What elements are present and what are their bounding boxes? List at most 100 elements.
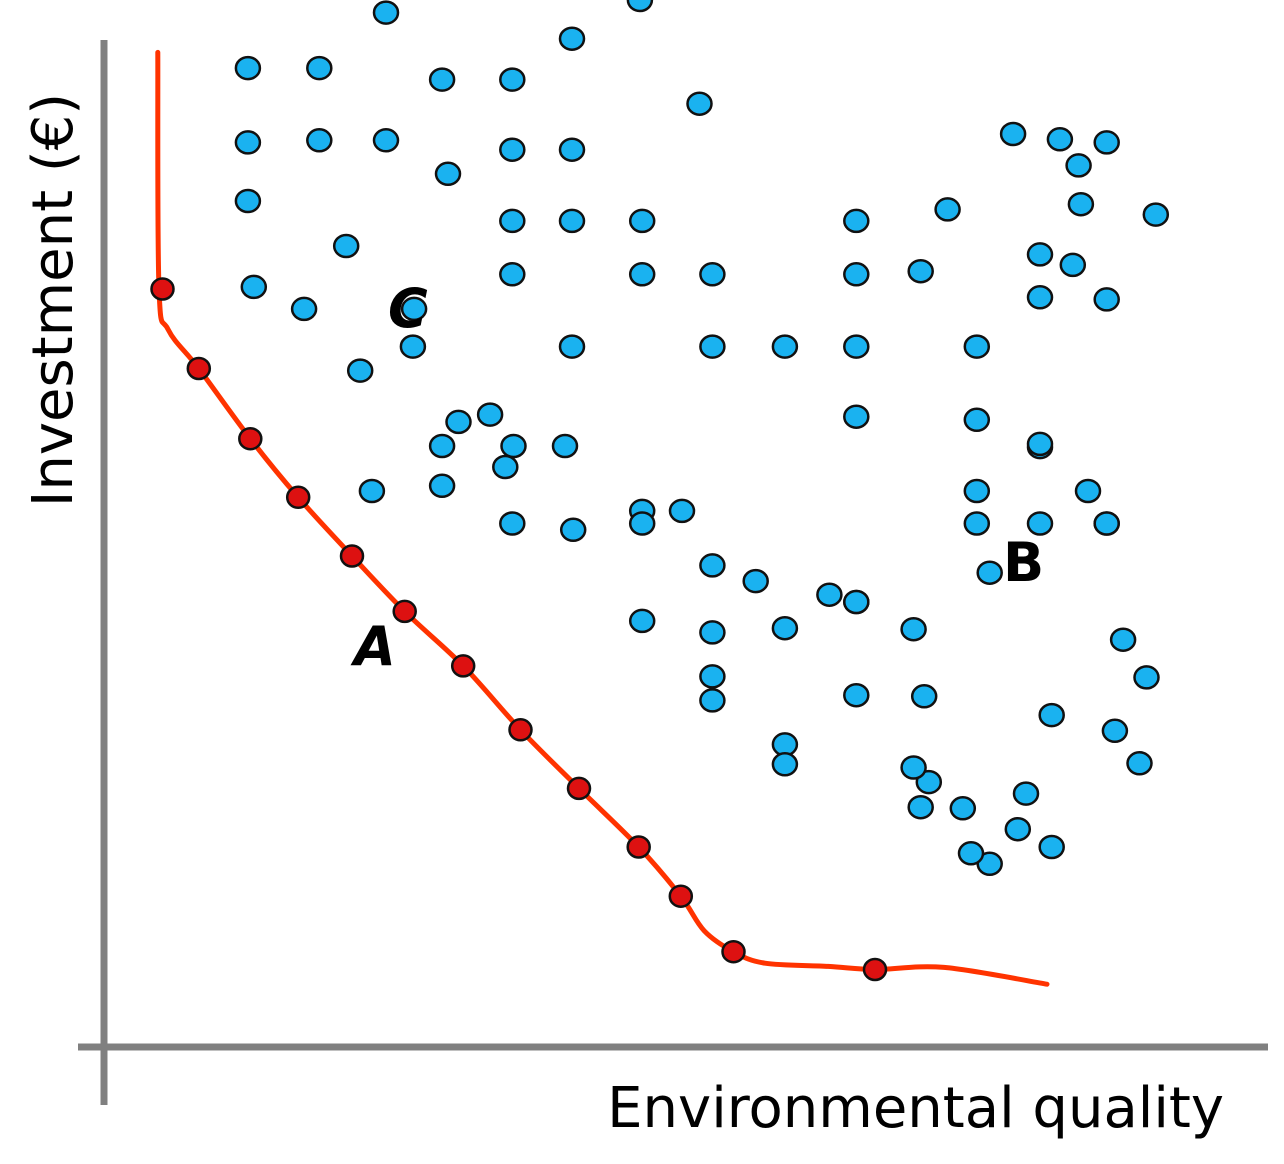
pareto-point [721, 939, 746, 964]
pareto-point [862, 957, 888, 982]
pareto-front-layer [155, 49, 1050, 987]
pareto-point [392, 599, 417, 624]
dominated-point [699, 334, 726, 359]
pareto-point [285, 485, 311, 510]
y-axis-title: Investment (€) [21, 93, 86, 507]
dominated-point [686, 91, 713, 116]
dominated-point [963, 511, 991, 536]
dominated-point [963, 334, 991, 359]
dominated-point [434, 161, 462, 187]
dominated-point [771, 615, 799, 641]
dominated-point [1126, 751, 1153, 776]
dominated-point [559, 517, 587, 543]
dominated-point [1038, 834, 1065, 860]
dominated-point [492, 454, 519, 480]
dominated-point [1142, 202, 1170, 227]
dominated-point [1046, 127, 1074, 152]
dominated-point [626, 0, 654, 13]
dominated-point [999, 121, 1027, 147]
dominated-point [816, 582, 843, 607]
dominated-point [843, 262, 870, 287]
pareto-point [339, 544, 365, 568]
dominated-point [976, 560, 1003, 585]
pareto-point [238, 426, 263, 451]
dominated-point [558, 208, 586, 234]
dominated-point [399, 334, 427, 359]
dominated-point [915, 769, 943, 795]
dominated-point [910, 684, 938, 709]
dominated-point [963, 478, 991, 504]
dominated-point [372, 128, 400, 153]
pareto-point [566, 776, 592, 801]
dominated-point [628, 608, 656, 634]
dominated-point [499, 67, 526, 92]
dominated-point [628, 262, 656, 287]
dominated-point [1004, 816, 1032, 842]
dominated-point [500, 433, 527, 459]
region-label-c: C [388, 277, 428, 340]
dominated-point [900, 755, 927, 780]
dominated-point [234, 55, 262, 81]
dominated-point [843, 682, 870, 708]
dominated-point [290, 296, 318, 322]
dominated-point [306, 128, 333, 153]
dominated-point [957, 841, 985, 866]
pareto-point [626, 835, 651, 859]
dominated-point [668, 498, 696, 524]
pareto-point [150, 277, 175, 301]
dominated-point [1074, 478, 1102, 504]
dominated-point [843, 589, 870, 615]
dominated-point [843, 404, 870, 429]
dominated-point [1026, 511, 1054, 536]
dominated-point [428, 433, 456, 459]
dominated-point [699, 620, 726, 645]
dominated-point [1026, 242, 1054, 267]
region-label-b: B [1003, 531, 1044, 594]
dominated-point [1059, 252, 1087, 278]
dominated-point [742, 568, 769, 594]
dominated-point [1109, 627, 1137, 652]
pareto-front-line [155, 49, 1050, 987]
dominated-point [1065, 153, 1092, 178]
dominated-points-layer [234, 0, 1170, 877]
dominated-point [499, 137, 526, 162]
dominated-point [234, 188, 262, 214]
dominated-point [445, 409, 472, 435]
dominated-point [558, 26, 586, 51]
dominated-point [771, 334, 799, 359]
dominated-point [1026, 431, 1054, 457]
dominated-point [234, 130, 262, 155]
dominated-point [400, 296, 428, 322]
dominated-point [699, 688, 726, 713]
dominated-point [1038, 702, 1065, 728]
dominated-point [499, 511, 526, 536]
dominated-point [699, 553, 726, 578]
dominated-point [428, 473, 456, 499]
dominated-point [843, 334, 870, 359]
dominated-point [934, 197, 961, 222]
pareto-point [668, 884, 694, 908]
pareto-point [450, 654, 476, 678]
dominated-point [332, 233, 360, 259]
dominated-point [949, 796, 977, 821]
dominated-point [372, 0, 400, 25]
dominated-point [963, 407, 991, 433]
dominated-point [1093, 130, 1120, 155]
dominated-point [428, 67, 456, 92]
dominated-point [551, 433, 579, 459]
pareto-point [508, 718, 533, 742]
dominated-point [907, 794, 934, 820]
dominated-point [499, 208, 526, 234]
dominated-point [771, 752, 799, 777]
dominated-point [699, 664, 726, 689]
dominated-point [1093, 287, 1120, 312]
dominated-point [843, 208, 870, 234]
dominated-point [628, 511, 656, 536]
dominated-point [558, 137, 586, 162]
dominated-point [240, 274, 268, 300]
dominated-point [907, 258, 934, 284]
dominated-point [699, 262, 726, 287]
dominated-point [358, 478, 386, 504]
dominated-point [1133, 665, 1160, 690]
